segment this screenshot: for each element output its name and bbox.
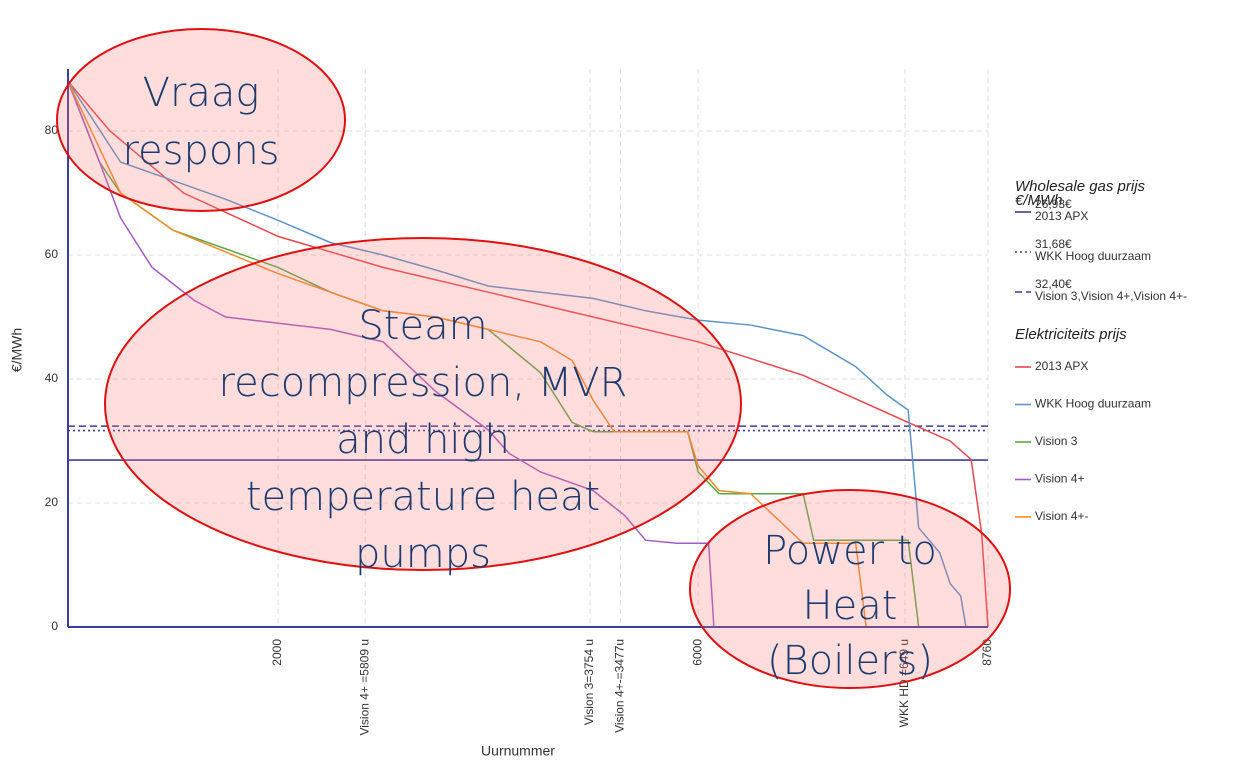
- annotation-text: pumps: [355, 531, 491, 577]
- legend-label: 31,68€: [1035, 237, 1072, 251]
- series-line: [67, 81, 715, 628]
- annotation-text: Steam: [358, 303, 487, 349]
- legend-label: Vision 4+: [1035, 472, 1084, 486]
- annotation-text: Power to: [763, 528, 937, 574]
- y-tick-label: 80: [45, 123, 59, 137]
- series-line: [67, 81, 867, 628]
- series-line: [67, 80, 989, 628]
- annotation-ellipse: [689, 489, 1011, 689]
- legend-label: 2013 APX: [1035, 359, 1088, 373]
- legend-title: Wholesale gas prijs: [1015, 178, 1146, 195]
- annotation-ellipse: [56, 28, 346, 212]
- y-tick-label: 60: [45, 247, 59, 261]
- legend-label: Vision 3: [1035, 434, 1078, 448]
- annotation-text: respons: [122, 128, 279, 174]
- x-tick-label: Vision 4+ =5809 u: [357, 639, 371, 736]
- x-axis-label: Uurnummer: [481, 743, 555, 759]
- annotation-text: Heat: [803, 583, 898, 629]
- legend-label: WKK Hoog duurzaam: [1035, 249, 1151, 263]
- y-tick-label: 40: [45, 371, 59, 385]
- annotation-text: and high: [336, 417, 510, 463]
- annotation-text: Vraag: [143, 70, 260, 116]
- x-tick-label: 6000: [690, 639, 704, 666]
- legend-label: WKK Hoog duurzaam: [1035, 397, 1151, 411]
- x-tick-label: 8760: [980, 639, 994, 666]
- y-tick-label: 0: [51, 619, 58, 633]
- series-line: [67, 80, 967, 628]
- x-tick-label: 2000: [270, 639, 284, 666]
- annotation-text: temperature heat: [246, 474, 600, 520]
- legend-title: €/MWh: [1015, 192, 1063, 209]
- legend-label: 32,40€: [1035, 277, 1072, 291]
- annotation-text: recompression, MVR: [219, 360, 628, 406]
- annotation-ellipse: [104, 237, 742, 571]
- y-axis-label: €/MWh: [9, 328, 25, 372]
- annotation-text: (Boilers): [767, 638, 933, 684]
- x-tick-label: Vision 3=3754 u: [582, 639, 596, 725]
- x-tick-label: WKK HD =649 u: [897, 639, 911, 727]
- legend-label: 2013 APX: [1035, 209, 1088, 223]
- legend-label: 26,93€: [1035, 197, 1072, 211]
- x-tick-label: Vision 4+-=3477u: [613, 639, 627, 733]
- legend-title: Elektriciteits prijs: [1015, 326, 1127, 343]
- y-tick-label: 20: [45, 495, 59, 509]
- legend-label: Vision 3,Vision 4+,Vision 4+-: [1035, 289, 1187, 303]
- legend-label: Vision 4+-: [1035, 509, 1088, 523]
